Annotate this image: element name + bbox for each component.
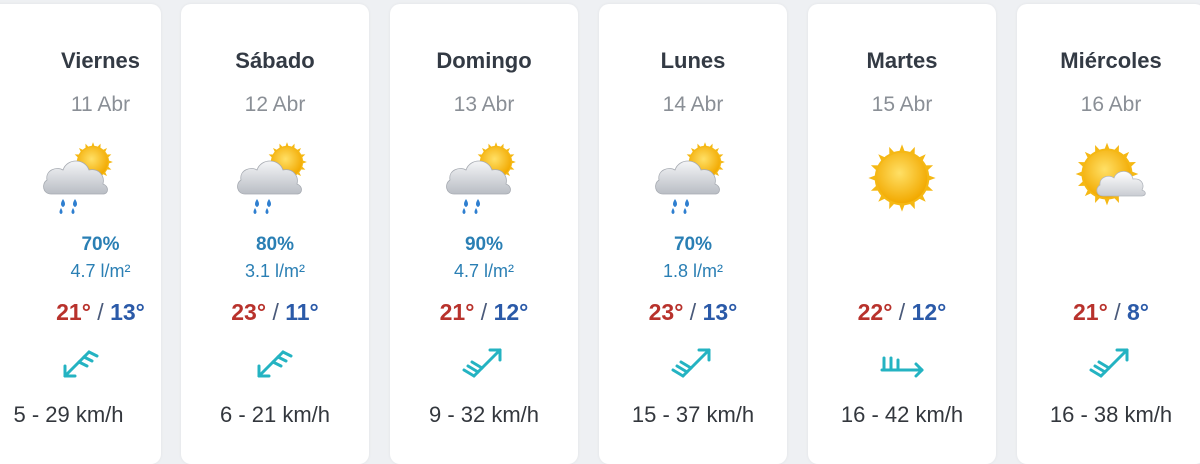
day-name: Sábado xyxy=(235,48,315,73)
temp-separator: / xyxy=(272,299,279,325)
forecast-day-card[interactable]: Sábado 12 Abr 80% 3.1 l/m² 23° / 11° 6 -… xyxy=(181,4,369,464)
day-date: 14 Abr xyxy=(662,93,724,116)
temperature-range: 21° / 13° xyxy=(0,299,201,326)
sun-cloud-rain-icon xyxy=(651,136,735,220)
precip-probability: 90% xyxy=(464,234,504,255)
temperature-range: 21° / 12° xyxy=(390,299,578,326)
temp-max: 23° xyxy=(231,299,267,325)
temperature-range: 22° / 12° xyxy=(808,299,996,326)
precip-probability: 70% xyxy=(81,234,120,255)
precip-amount: 1.8 l/m² xyxy=(662,261,723,281)
precip-amount: 4.7 l/m² xyxy=(70,261,131,281)
sun-cloud-rain-icon xyxy=(442,136,526,220)
day-date: 12 Abr xyxy=(244,93,306,116)
day-date: 15 Abr xyxy=(871,93,933,116)
temp-min: 13° xyxy=(702,299,738,325)
sun-cloud-rain-icon xyxy=(233,136,317,220)
day-name: Lunes xyxy=(660,48,726,73)
temp-min: 12° xyxy=(911,299,947,325)
temp-max: 21° xyxy=(439,299,475,325)
forecast-day-card[interactable]: Miércoles 16 Abr 21° / 8° 16 - 38 km/h xyxy=(1017,4,1200,464)
wind-east-arrow-icon xyxy=(874,342,930,384)
temp-min: 13° xyxy=(110,299,145,325)
temp-max: 21° xyxy=(1073,299,1108,325)
day-name: Domingo xyxy=(436,48,532,73)
temp-min: 8° xyxy=(1126,299,1149,325)
wind-speed: 5 - 29 km/h xyxy=(13,402,124,427)
temp-max: 22° xyxy=(857,299,893,325)
temp-separator: / xyxy=(689,299,697,325)
precip-probability: 80% xyxy=(255,234,295,255)
wind-speed: 16 - 42 km/h xyxy=(840,402,964,427)
temp-separator: / xyxy=(1114,299,1121,325)
wind-speed: 16 - 38 km/h xyxy=(1049,402,1173,427)
day-name: Martes xyxy=(866,48,938,73)
precip-amount: 3.1 l/m² xyxy=(244,261,305,281)
sun-icon xyxy=(860,136,944,220)
temp-separator: / xyxy=(480,299,488,325)
wind-northeast-arrow-icon xyxy=(456,342,512,384)
forecast-day-card[interactable]: Martes 15 Abr 22° / 12° 16 - 42 km/h xyxy=(808,4,996,464)
wind-southwest-arrow-icon xyxy=(247,342,303,384)
temperature-range: 23° / 13° xyxy=(599,299,787,326)
day-name: Viernes xyxy=(60,48,141,73)
temperature-range: 21° / 8° xyxy=(1017,299,1200,326)
temp-max: 23° xyxy=(648,299,684,325)
wind-speed: 6 - 21 km/h xyxy=(219,402,331,427)
temp-separator: / xyxy=(97,299,104,325)
day-date: 11 Abr xyxy=(70,93,131,116)
forecast-day-card[interactable]: Lunes 14 Abr 70% 1.8 l/m² 23° / 13° 15 -… xyxy=(599,4,787,464)
day-date: 16 Abr xyxy=(1080,93,1142,116)
temperature-range: 23° / 11° xyxy=(181,299,369,326)
temp-min: 11° xyxy=(285,299,319,325)
temp-max: 21° xyxy=(56,299,91,325)
sun-behind-cloud-icon xyxy=(1069,136,1153,220)
precip-probability: 70% xyxy=(673,234,713,255)
wind-northeast-arrow-icon xyxy=(665,342,721,384)
forecast-strip: Viernes 11 Abr 70% 4.7 l/m² 21° / 13° 5 … xyxy=(0,4,1200,464)
forecast-day-card[interactable]: Viernes 11 Abr 70% 4.7 l/m² 21° / 13° 5 … xyxy=(0,4,161,464)
precip-amount: 4.7 l/m² xyxy=(453,261,514,281)
temp-min: 12° xyxy=(493,299,529,325)
wind-speed: 15 - 37 km/h xyxy=(631,402,755,427)
wind-northeast-arrow-icon xyxy=(1083,342,1139,384)
day-date: 13 Abr xyxy=(453,93,515,116)
day-name: Miércoles xyxy=(1060,48,1162,73)
wind-speed: 9 - 32 km/h xyxy=(428,402,540,427)
temp-separator: / xyxy=(898,299,906,325)
forecast-day-card[interactable]: Domingo 13 Abr 90% 4.7 l/m² 21° / 12° 9 … xyxy=(390,4,578,464)
wind-southwest-arrow-icon xyxy=(53,342,109,384)
sun-cloud-rain-icon xyxy=(39,136,123,220)
